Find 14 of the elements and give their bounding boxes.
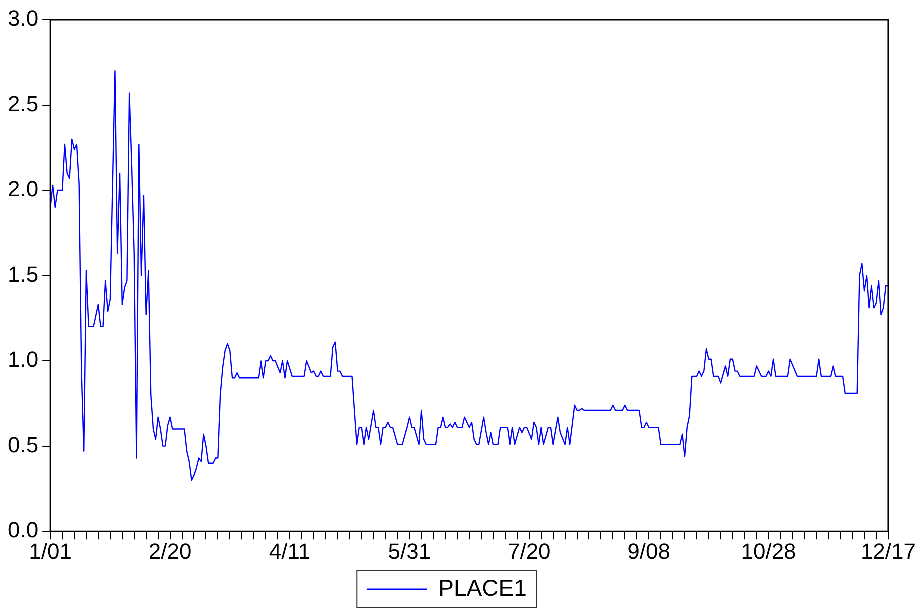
x-tick-label: 2/20 [148,538,192,564]
y-tick-label: 2.0 [8,176,39,202]
y-tick-label: 1.0 [8,347,39,372]
x-tick-label: 12/17 [860,538,916,564]
y-tick-label: 0.5 [8,432,39,458]
x-tick-label: 9/08 [628,538,670,564]
y-tick-label: 3.0 [8,6,39,32]
x-tick-label: 5/31 [388,538,432,564]
x-tick-label: 10/28 [741,538,796,564]
y-tick-label: 2.5 [8,91,39,116]
y-tick-label: 1.5 [8,262,39,287]
x-tick-label: 4/11 [269,538,311,564]
x-tick-label: 7/20 [508,538,551,564]
legend-label: PLACE1 [438,574,527,601]
